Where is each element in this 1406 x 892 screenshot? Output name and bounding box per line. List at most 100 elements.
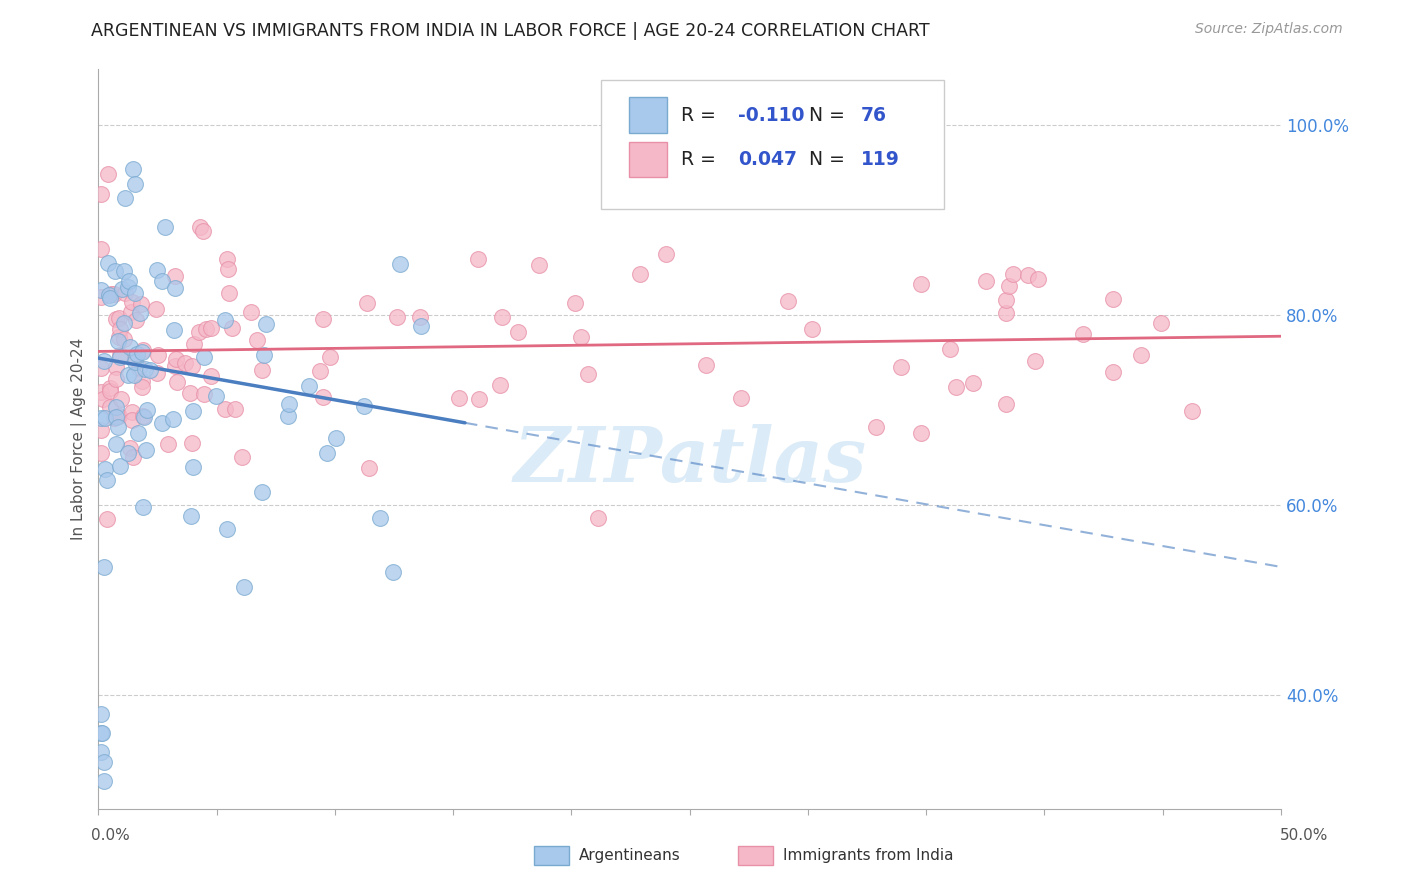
Point bbox=[200, 369, 222, 384]
Point bbox=[145, 302, 167, 317]
Point bbox=[111, 282, 134, 296]
Point bbox=[132, 409, 155, 424]
Point bbox=[250, 363, 273, 377]
Bar bbox=[630, 97, 668, 133]
Text: 50.0%: 50.0% bbox=[1281, 828, 1329, 843]
Point bbox=[995, 397, 1018, 411]
Point bbox=[120, 340, 142, 354]
Point bbox=[121, 405, 143, 419]
Point bbox=[98, 287, 121, 301]
Point bbox=[131, 345, 153, 359]
Point bbox=[90, 726, 112, 740]
Point bbox=[118, 442, 141, 456]
Point bbox=[564, 296, 586, 310]
Point bbox=[124, 177, 146, 191]
Point bbox=[246, 333, 269, 347]
Point bbox=[152, 416, 174, 430]
Point bbox=[129, 306, 152, 320]
Point bbox=[103, 286, 125, 301]
Point bbox=[107, 420, 129, 434]
Point bbox=[108, 348, 131, 362]
Point bbox=[118, 274, 141, 288]
Point bbox=[181, 404, 204, 418]
Point bbox=[90, 726, 112, 740]
Point bbox=[98, 400, 121, 414]
Point bbox=[107, 409, 129, 424]
Point bbox=[994, 306, 1017, 320]
Point bbox=[90, 290, 112, 304]
Point bbox=[409, 318, 432, 333]
Point bbox=[353, 400, 375, 414]
Point bbox=[1071, 327, 1094, 342]
Point bbox=[124, 355, 146, 369]
Point bbox=[995, 293, 1018, 307]
Point bbox=[188, 220, 211, 235]
Point bbox=[90, 446, 112, 460]
Point bbox=[93, 773, 115, 788]
Point bbox=[112, 332, 135, 346]
Point bbox=[134, 443, 156, 458]
Point bbox=[468, 392, 491, 406]
Point bbox=[132, 409, 155, 423]
Point bbox=[90, 361, 112, 376]
Point bbox=[997, 279, 1019, 293]
Point bbox=[90, 283, 112, 297]
Point bbox=[179, 386, 201, 401]
Point bbox=[145, 262, 167, 277]
Text: 119: 119 bbox=[860, 150, 900, 169]
Point bbox=[938, 342, 960, 356]
Point bbox=[98, 381, 121, 395]
Point bbox=[368, 511, 391, 525]
Point bbox=[105, 311, 128, 326]
FancyBboxPatch shape bbox=[600, 79, 943, 210]
Point bbox=[105, 359, 128, 374]
Point bbox=[312, 312, 335, 326]
Text: -0.110: -0.110 bbox=[738, 105, 804, 125]
Point bbox=[139, 363, 162, 377]
Point bbox=[250, 485, 273, 500]
Point bbox=[491, 310, 513, 325]
Text: Argentineans: Argentineans bbox=[579, 848, 681, 863]
Point bbox=[163, 268, 186, 283]
Point bbox=[96, 473, 118, 487]
Point bbox=[527, 258, 550, 272]
Point bbox=[180, 508, 202, 523]
Point bbox=[94, 411, 117, 425]
Point bbox=[108, 330, 131, 344]
Point bbox=[98, 291, 121, 305]
Point bbox=[90, 707, 112, 722]
Point bbox=[506, 325, 529, 339]
Point bbox=[165, 351, 187, 366]
Point bbox=[889, 359, 911, 374]
Point bbox=[153, 220, 176, 235]
Point bbox=[132, 343, 155, 358]
Point bbox=[489, 377, 512, 392]
Point bbox=[90, 411, 112, 425]
Text: 0.047: 0.047 bbox=[738, 150, 797, 169]
Point bbox=[97, 256, 120, 270]
Point bbox=[104, 400, 127, 414]
Point bbox=[121, 295, 143, 310]
Point bbox=[1102, 292, 1125, 306]
Point bbox=[252, 348, 274, 362]
Point bbox=[122, 161, 145, 176]
Point bbox=[467, 252, 489, 266]
Point bbox=[96, 512, 118, 526]
Text: 0.0%: 0.0% bbox=[91, 828, 131, 843]
Text: 76: 76 bbox=[860, 105, 887, 125]
Point bbox=[121, 450, 143, 464]
Point bbox=[193, 350, 215, 364]
Point bbox=[132, 500, 155, 515]
Point bbox=[108, 459, 131, 474]
Point bbox=[135, 403, 157, 417]
Point bbox=[104, 263, 127, 277]
Point bbox=[389, 257, 412, 271]
Point bbox=[215, 523, 238, 537]
Point bbox=[105, 437, 128, 451]
Point bbox=[576, 367, 599, 381]
Point bbox=[910, 425, 932, 440]
Point bbox=[205, 389, 228, 403]
Point bbox=[447, 391, 470, 405]
Point bbox=[188, 325, 211, 339]
Point bbox=[107, 334, 129, 349]
